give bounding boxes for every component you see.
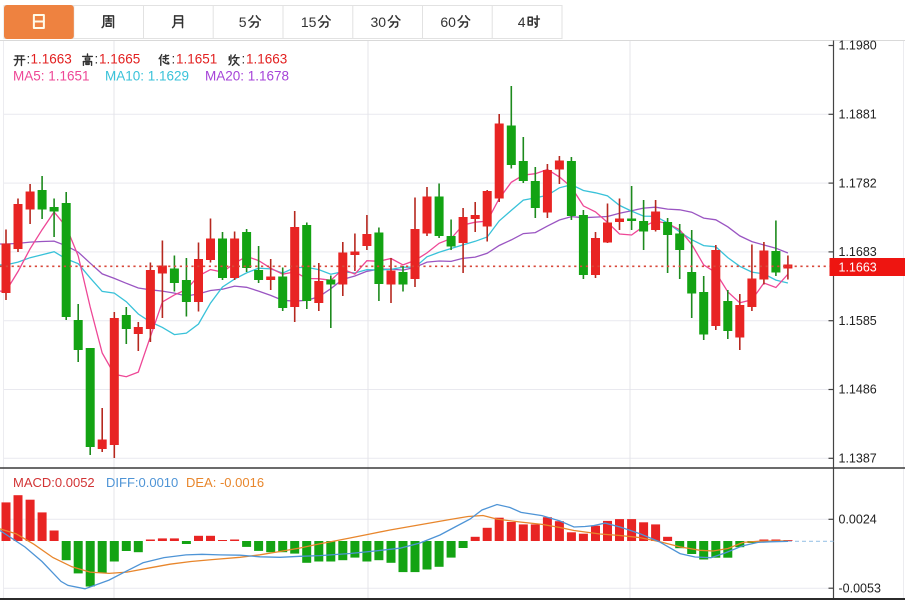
svg-text:15: 15 bbox=[301, 14, 317, 30]
svg-text:1.1486: 1.1486 bbox=[839, 383, 877, 397]
svg-text::: : bbox=[242, 52, 246, 67]
svg-text:DIFF:0.0010: DIFF:0.0010 bbox=[106, 475, 178, 490]
svg-text:DEA: -0.0016: DEA: -0.0016 bbox=[186, 475, 264, 490]
svg-text:MA20: 1.1678: MA20: 1.1678 bbox=[205, 69, 289, 84]
svg-text:1.1663: 1.1663 bbox=[839, 260, 877, 274]
svg-text:60: 60 bbox=[440, 14, 456, 30]
svg-text:1.1651: 1.1651 bbox=[176, 52, 217, 67]
svg-text:1.1683: 1.1683 bbox=[839, 245, 877, 259]
svg-text:1.1782: 1.1782 bbox=[839, 176, 877, 190]
svg-text:MACD:0.0052: MACD:0.0052 bbox=[13, 475, 95, 490]
svg-text:MA10: 1.1629: MA10: 1.1629 bbox=[105, 69, 189, 84]
svg-text:0.0024: 0.0024 bbox=[839, 513, 877, 527]
svg-text:4: 4 bbox=[518, 14, 526, 30]
svg-text:1.1663: 1.1663 bbox=[31, 52, 72, 67]
svg-text:1.1881: 1.1881 bbox=[839, 108, 877, 122]
svg-text:30: 30 bbox=[371, 14, 387, 30]
svg-text:1.1980: 1.1980 bbox=[839, 39, 877, 53]
svg-text:1.1663: 1.1663 bbox=[246, 52, 287, 67]
svg-text::: : bbox=[95, 52, 99, 67]
svg-text::: : bbox=[27, 52, 31, 67]
svg-text:-0.0053: -0.0053 bbox=[839, 581, 881, 595]
svg-text::: : bbox=[172, 52, 176, 67]
svg-text:MA5: 1.1651: MA5: 1.1651 bbox=[13, 69, 90, 84]
svg-text:1.1665: 1.1665 bbox=[99, 52, 140, 67]
svg-text:1.1387: 1.1387 bbox=[839, 452, 877, 466]
svg-text:5: 5 bbox=[239, 14, 247, 30]
svg-text:1.1585: 1.1585 bbox=[839, 314, 877, 328]
